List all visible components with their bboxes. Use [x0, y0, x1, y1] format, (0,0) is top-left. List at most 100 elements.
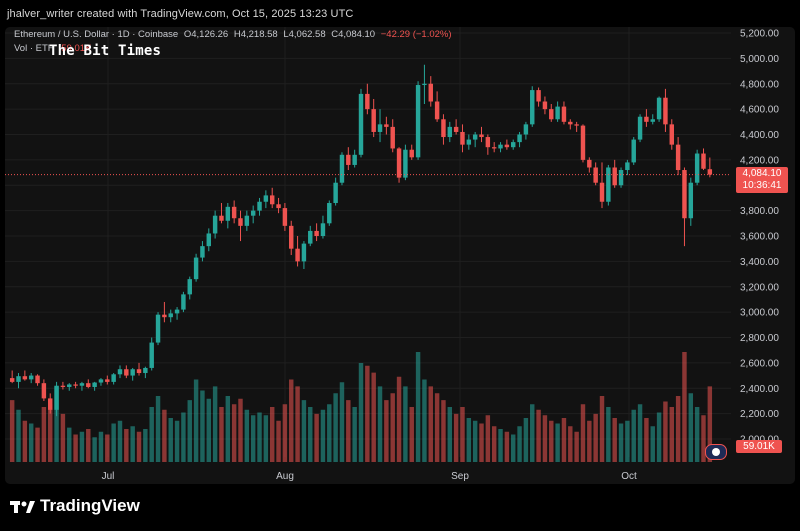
x-tick-label: Sep: [451, 471, 469, 482]
candle-body: [16, 376, 21, 382]
candle-body: [561, 106, 567, 122]
candle-body: [225, 206, 231, 221]
candle-body: [174, 309, 180, 314]
candle-body: [409, 149, 414, 158]
volume-bar: [688, 393, 694, 462]
candlestick-chart[interactable]: 5,200.00 5,000.00 4,800.00 4,600.00 4,400.00…: [5, 27, 795, 484]
volume-bar: [187, 400, 192, 462]
volume-bar: [155, 396, 161, 462]
candle-body: [491, 147, 497, 149]
y-tick-label: 3,800.00: [740, 206, 779, 217]
volume-bar: [504, 431, 510, 462]
candle-body: [155, 314, 161, 343]
volume-bar: [396, 376, 402, 462]
candle-body: [48, 398, 53, 410]
x-tick-label: Jul: [102, 471, 115, 482]
candle-body: [314, 230, 319, 236]
y-tick-label: 4,800.00: [740, 79, 779, 90]
volume-bar: [599, 396, 605, 462]
volume-bar: [390, 393, 395, 462]
volume-bar: [618, 423, 624, 462]
volume-bar: [168, 418, 173, 462]
volume-bar: [593, 413, 598, 462]
top-bar: jhalver_writer created with TradingView.…: [0, 0, 800, 27]
volume-bar: [485, 415, 491, 462]
candle-body: [517, 134, 522, 143]
watermark-text: The Bit Times: [49, 43, 162, 59]
y-tick-label: 4,400.00: [740, 130, 779, 141]
created-text: jhalver_writer created with TradingView.…: [7, 8, 354, 20]
candle-body: [593, 167, 598, 183]
bar-countdown: 10:36:41: [742, 180, 782, 191]
volume-bar: [276, 420, 281, 462]
volume-bar: [289, 379, 294, 462]
candle-body: [542, 101, 548, 110]
x-tick-label: Oct: [621, 471, 637, 482]
candle-body: [504, 144, 510, 148]
flag-icon[interactable]: [705, 444, 727, 460]
volume-bar: [124, 429, 129, 462]
change-value: −42.29 (−1.02%): [380, 29, 452, 40]
candle-body: [193, 257, 199, 280]
candle-body: [510, 142, 516, 148]
candle-body: [98, 379, 104, 383]
candle-body: [124, 369, 129, 376]
volume-bar: [250, 415, 256, 462]
volume-bar: [358, 363, 364, 462]
candle-body: [9, 378, 15, 382]
volume-bar: [542, 415, 548, 462]
candle-body: [707, 169, 713, 175]
volume-legend-label[interactable]: Vol · ETH: [14, 43, 55, 54]
volume-bar: [403, 386, 408, 462]
volume-bar: [669, 407, 674, 462]
candle-body: [136, 369, 142, 374]
volume-bar: [510, 434, 516, 462]
candle-body: [422, 83, 427, 86]
volume-bar: [308, 407, 313, 462]
volume-bar: [650, 426, 655, 462]
candle-body: [352, 154, 357, 165]
candle-body: [447, 126, 453, 138]
candle-body: [523, 124, 529, 135]
candle-body: [606, 167, 611, 202]
last-price-label: 4,084.10 10:36:41: [736, 167, 788, 193]
volume-bar: [523, 418, 529, 462]
volume-bar: [111, 423, 116, 462]
candle-body: [308, 230, 313, 244]
candle-body: [257, 201, 262, 211]
volume-bar: [707, 386, 713, 462]
volume-bar: [434, 393, 440, 462]
candle-body: [149, 342, 154, 368]
candle-body: [238, 218, 243, 226]
symbol-label[interactable]: Ethereum / U.S. Dollar · 1D · Coinbase: [14, 29, 179, 40]
candle-body: [35, 375, 40, 384]
candle-body: [618, 170, 624, 186]
volume-bar: [479, 423, 484, 462]
volume-bar: [352, 407, 357, 462]
candle-body: [143, 367, 148, 374]
volume-bar: [9, 400, 15, 462]
chart-panel[interactable]: 5,200.00 5,000.00 4,800.00 4,600.00 4,400.00…: [5, 27, 795, 484]
last-price-value: 4,084.10: [742, 168, 782, 179]
volume-bar: [606, 407, 611, 462]
candle-body: [682, 170, 687, 219]
volume-bar: [282, 404, 288, 462]
candle-body: [466, 139, 472, 145]
candle-body: [549, 109, 554, 120]
volume-bar: [136, 431, 142, 462]
candle-body: [688, 182, 694, 219]
volume-bar: [263, 415, 269, 462]
candle-body: [536, 90, 541, 102]
volume-bar: [536, 409, 541, 462]
y-tick-label: 3,400.00: [740, 257, 779, 268]
candle-body: [339, 154, 345, 183]
candle-body: [276, 204, 281, 209]
volume-bar: [269, 407, 275, 462]
volume-bar: [98, 431, 104, 462]
volume-bar: [117, 420, 123, 462]
candle-body: [289, 225, 294, 249]
candle-body: [250, 210, 256, 216]
volume-bar: [48, 404, 53, 462]
volume-bar: [86, 429, 91, 462]
volume-bar: [612, 418, 617, 462]
